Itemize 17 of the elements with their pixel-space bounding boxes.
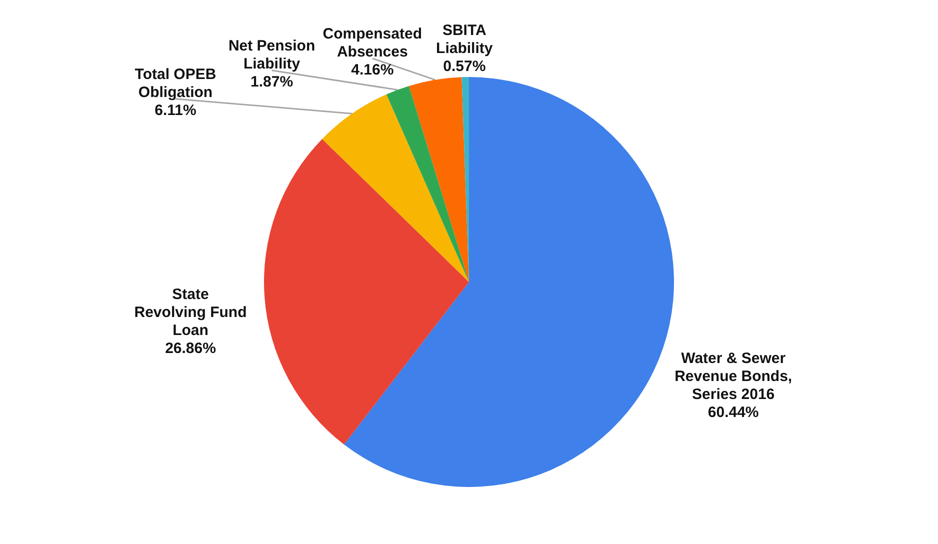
data-label: 60.44% (708, 404, 759, 422)
data-label: 26.86% (165, 340, 216, 358)
pie-slice (344, 77, 674, 487)
slice-label: Compensated Absences (322, 25, 422, 60)
slice-label: Net Pension Liability (228, 37, 316, 72)
pie-slice (386, 86, 469, 282)
data-label: 1.87% (250, 73, 294, 90)
slice-label: Total OPEB Obligation (134, 66, 216, 101)
slice-label: Water & Sewer Revenue Bonds, Series 2016 (674, 350, 792, 404)
data-label: 0.57% (443, 58, 486, 76)
slice-label: SBITA Liability (436, 22, 494, 58)
pie-slice (322, 94, 469, 282)
data-label: 6.11% (154, 102, 196, 119)
pie-slice (264, 138, 469, 444)
slice-label: State Revolving Fund Loan (134, 286, 247, 340)
pie-slice (408, 77, 469, 282)
data-label: 4.16% (351, 61, 394, 78)
